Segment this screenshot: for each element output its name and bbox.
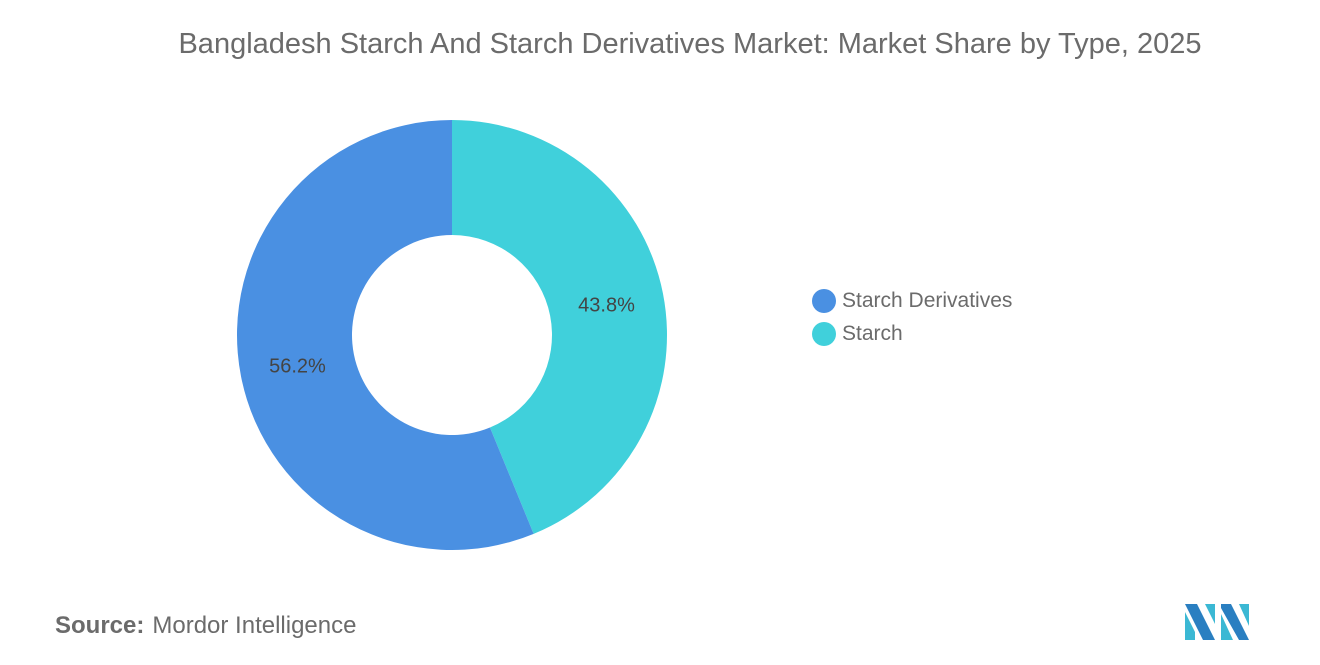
slice-starch-derivatives[interactable] bbox=[237, 120, 534, 550]
legend-item-starch[interactable]: Starch bbox=[812, 317, 1012, 350]
mordor-intelligence-logo bbox=[1185, 604, 1249, 640]
chart-title: Bangladesh Starch And Starch Derivatives… bbox=[178, 28, 1202, 60]
legend-label: Starch bbox=[842, 321, 903, 345]
data-label: 56.2% bbox=[269, 355, 326, 377]
source-label: Source: bbox=[55, 612, 145, 639]
legend-label: Starch Derivatives bbox=[842, 288, 1013, 312]
source-value: Mordor Intelligence bbox=[152, 612, 357, 639]
legend-swatch bbox=[812, 288, 836, 313]
legend-item-starch-derivatives[interactable]: Starch Derivatives bbox=[812, 284, 1012, 317]
legend: Starch Derivatives Starch bbox=[812, 284, 1012, 350]
legend-swatch bbox=[812, 321, 836, 346]
slice-starch[interactable] bbox=[452, 120, 668, 534]
source-note: Source: Mordor Intelligence bbox=[55, 612, 356, 640]
data-label: 43.8% bbox=[578, 295, 635, 317]
